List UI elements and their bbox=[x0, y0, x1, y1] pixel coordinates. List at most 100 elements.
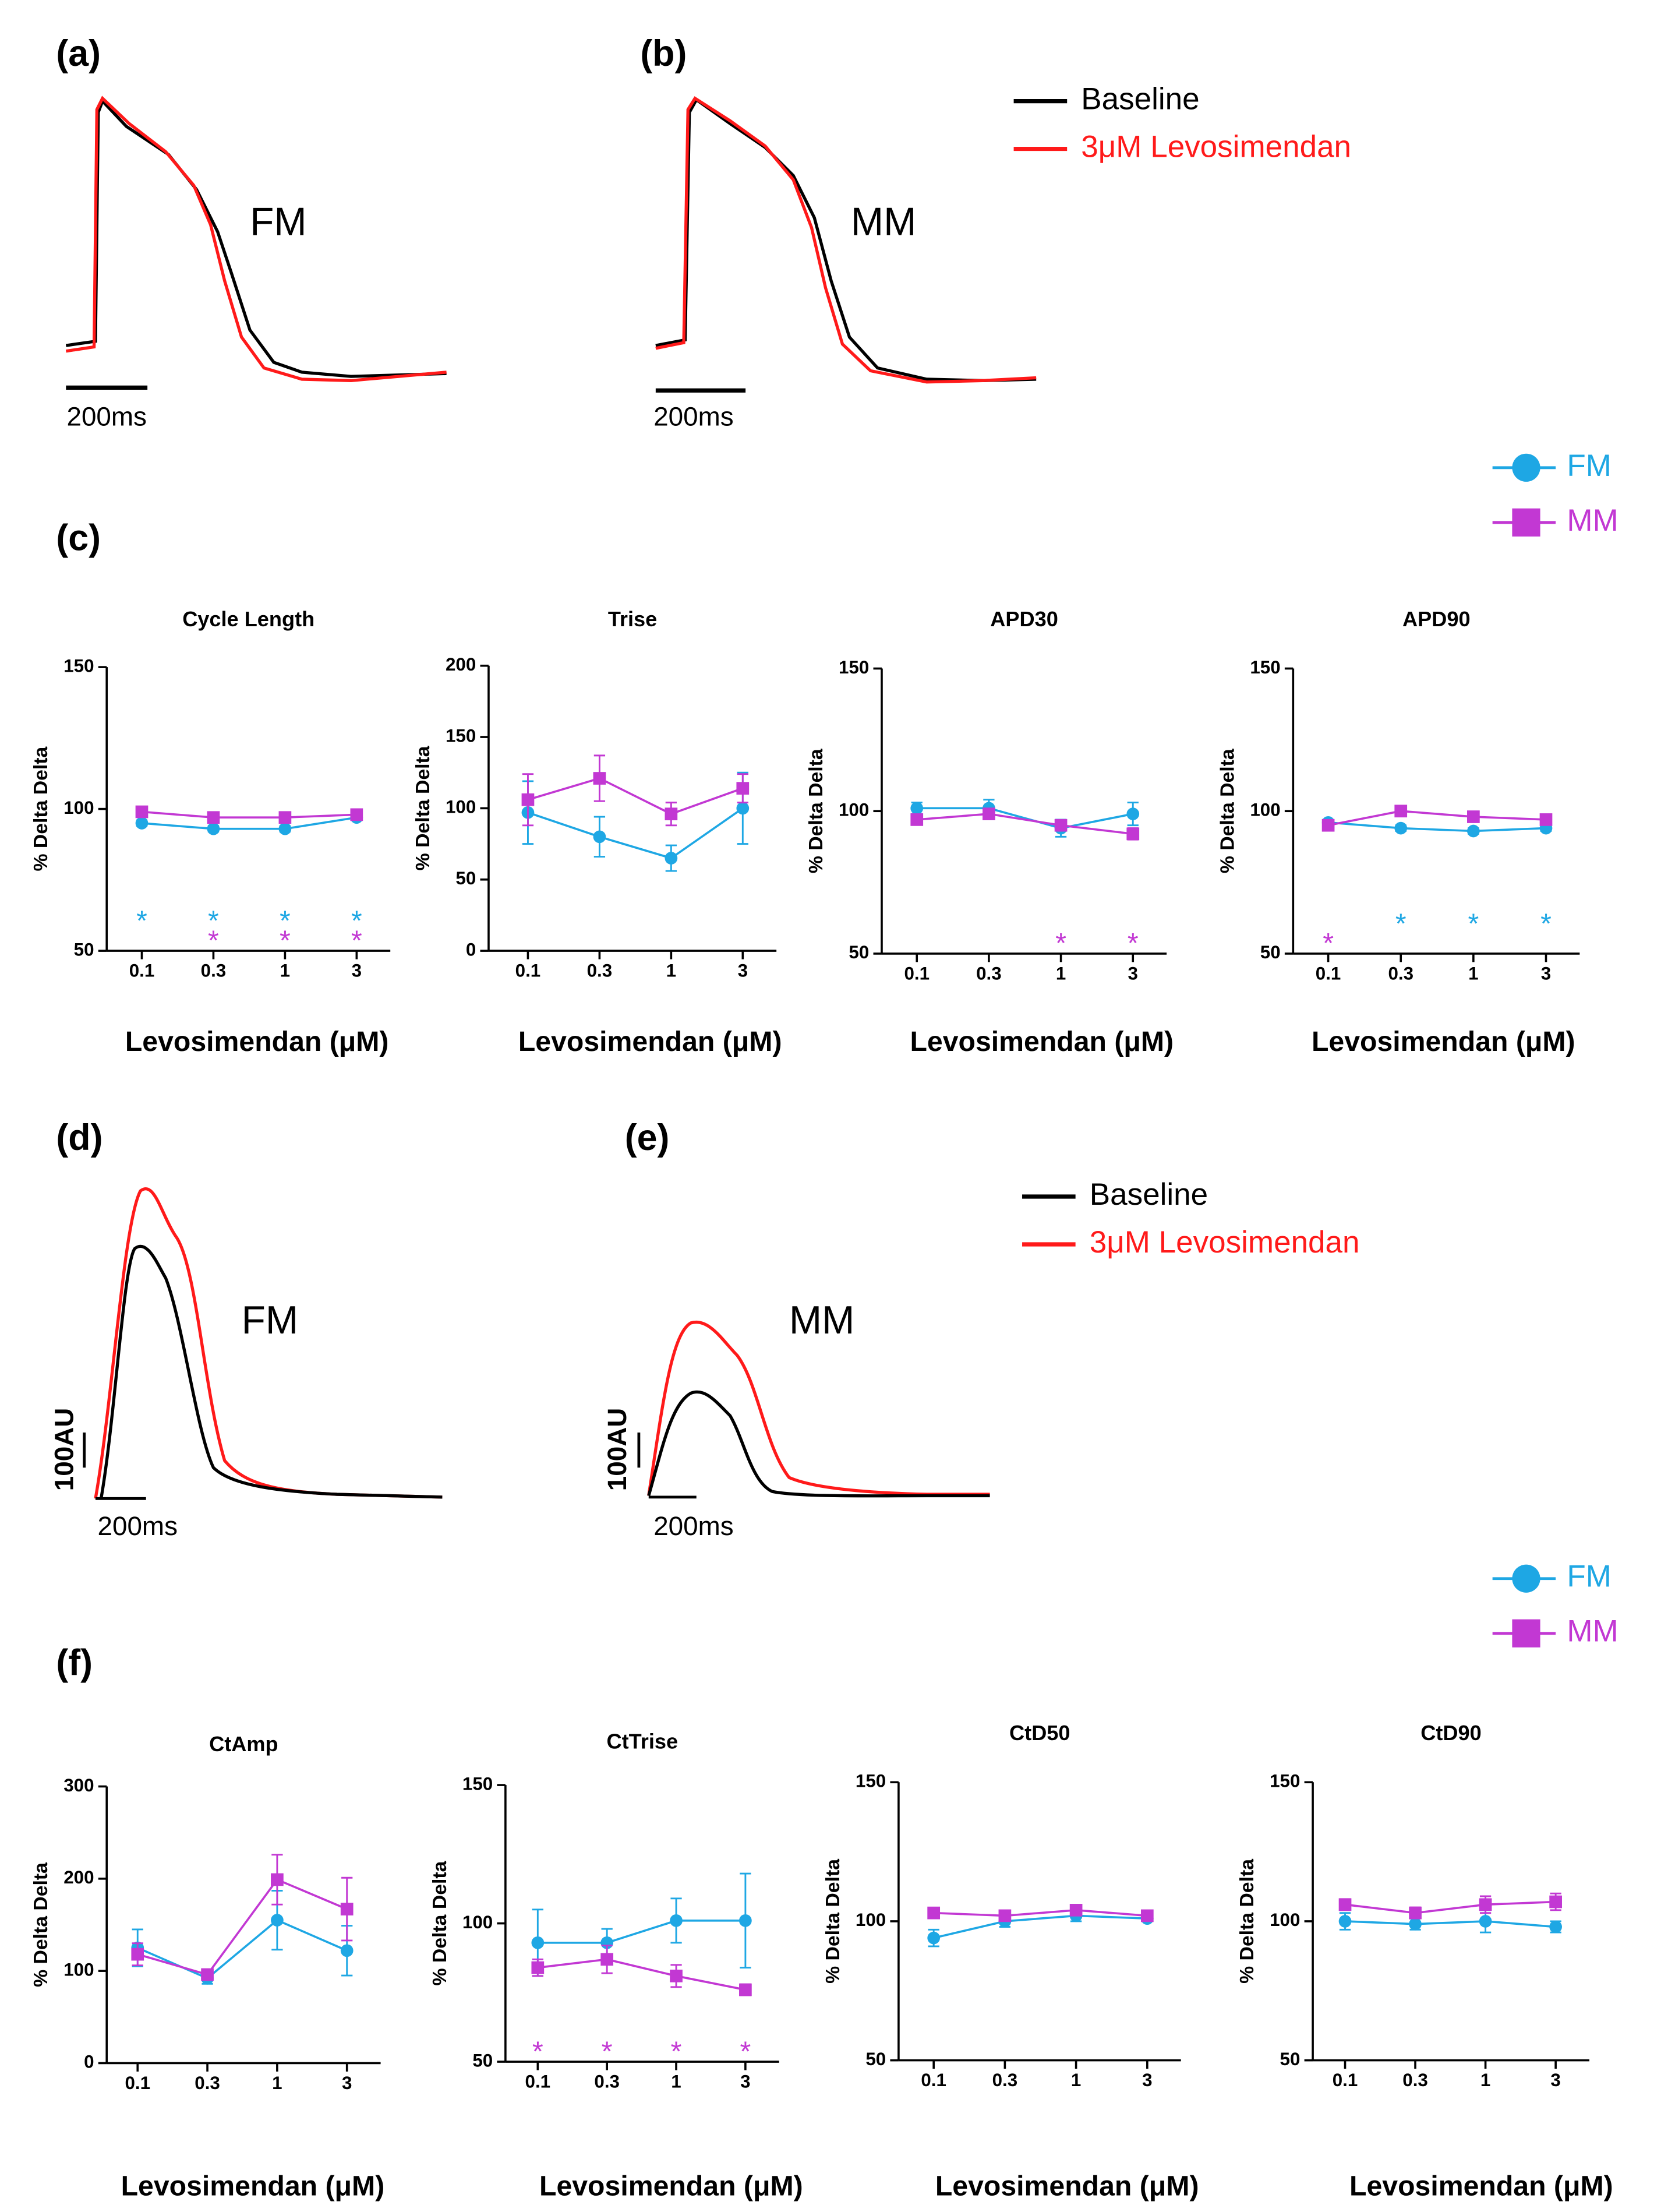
y-tick-label: 200 bbox=[446, 654, 476, 675]
legend-marker bbox=[1512, 1564, 1540, 1593]
trace bbox=[65, 96, 447, 382]
scale-label: 100AU bbox=[49, 1408, 79, 1491]
y-tick-label: 150 bbox=[63, 655, 94, 676]
y-tick-label: 150 bbox=[1250, 657, 1280, 678]
significance-mark: * bbox=[602, 2035, 613, 2067]
chart-title: Cycle Length bbox=[182, 607, 314, 631]
legend-marker bbox=[1512, 508, 1540, 537]
x-axis-label: Levosimendan (μM) bbox=[935, 2171, 1199, 2202]
y-tick-label: 300 bbox=[63, 1775, 94, 1795]
marker bbox=[736, 782, 750, 795]
y-tick-label: 150 bbox=[462, 1773, 493, 1794]
scale-label: 200ms bbox=[98, 1511, 178, 1541]
legend-label: Baseline bbox=[1081, 82, 1199, 117]
marker bbox=[1409, 1906, 1422, 1920]
marker bbox=[201, 1968, 214, 1981]
trace bbox=[655, 97, 1037, 382]
significance-mark: * bbox=[280, 905, 291, 937]
y-axis-label: % Delta Delta bbox=[1236, 1859, 1258, 1984]
marker bbox=[1539, 813, 1553, 826]
legend-label: FM bbox=[1567, 1560, 1612, 1594]
marker bbox=[665, 807, 678, 821]
significance-mark: * bbox=[1323, 927, 1334, 959]
significance-mark: * bbox=[1128, 927, 1139, 959]
marker bbox=[927, 1906, 941, 1920]
y-tick-label: 50 bbox=[455, 868, 476, 888]
y-tick-label: 100 bbox=[63, 1959, 94, 1980]
x-tick-label: 0.3 bbox=[594, 2071, 620, 2091]
series-line bbox=[934, 1909, 1147, 1917]
x-tick-label: 0.1 bbox=[125, 2073, 150, 2093]
marker bbox=[998, 1909, 1012, 1922]
series-line bbox=[1345, 1920, 1556, 1928]
x-tick-label: 3 bbox=[1128, 963, 1138, 983]
series-line bbox=[137, 1878, 348, 1976]
x-tick-label: 3 bbox=[342, 2073, 352, 2093]
marker bbox=[207, 822, 220, 835]
y-tick-label: 150 bbox=[856, 1771, 886, 1791]
significance-mark: * bbox=[671, 2035, 682, 2067]
marker bbox=[600, 1953, 614, 1966]
trace bbox=[647, 1390, 990, 1498]
x-tick-label: 0.1 bbox=[515, 961, 541, 981]
significance-mark: * bbox=[136, 905, 147, 937]
y-tick-label: 50 bbox=[849, 942, 869, 962]
series-line bbox=[137, 1918, 348, 1980]
trace bbox=[94, 1187, 443, 1499]
y-tick-label: 50 bbox=[74, 939, 94, 959]
y-axis-label: % Delta Delta bbox=[805, 749, 827, 873]
x-axis-label: Levosimendan (μM) bbox=[1312, 1026, 1575, 1057]
y-tick-label: 150 bbox=[839, 657, 869, 678]
x-tick-label: 1 bbox=[272, 2073, 282, 2093]
legend-label: 3μM Levosimendan bbox=[1081, 130, 1351, 164]
y-tick-label: 0 bbox=[466, 939, 476, 959]
series-line bbox=[917, 807, 1133, 830]
x-tick-label: 1 bbox=[1056, 963, 1066, 983]
significance-mark: * bbox=[1395, 908, 1407, 939]
series-line bbox=[142, 810, 357, 819]
panel-label: (b) bbox=[640, 33, 687, 74]
x-tick-label: 3 bbox=[1550, 2070, 1560, 2090]
series-line bbox=[142, 816, 357, 830]
y-tick-label: 100 bbox=[856, 1910, 886, 1930]
x-tick-label: 0.1 bbox=[129, 961, 155, 981]
x-axis-label: Levosimendan (μM) bbox=[518, 1026, 782, 1057]
y-axis-label: % Delta Delta bbox=[822, 1859, 844, 1984]
y-tick-label: 100 bbox=[1270, 1910, 1300, 1930]
chart-title: CtAmp bbox=[209, 1732, 278, 1756]
significance-mark: * bbox=[280, 925, 291, 956]
marker bbox=[1479, 1898, 1492, 1911]
marker bbox=[135, 805, 149, 819]
marker bbox=[665, 852, 678, 865]
significance-mark: * bbox=[740, 2035, 751, 2067]
y-tick-label: 100 bbox=[63, 798, 94, 818]
y-axis-label: % Delta Delta bbox=[1216, 749, 1238, 873]
x-tick-label: 1 bbox=[1468, 963, 1478, 983]
marker bbox=[521, 793, 535, 806]
trace-label: FM bbox=[250, 200, 306, 244]
y-tick-label: 50 bbox=[865, 2049, 886, 2069]
marker bbox=[1126, 807, 1140, 820]
trace-label: MM bbox=[851, 200, 916, 244]
legend-label: MM bbox=[1567, 1614, 1618, 1649]
chart-title: CtD50 bbox=[1009, 1721, 1070, 1745]
y-axis-label: % Delta Delta bbox=[412, 746, 434, 870]
x-tick-label: 3 bbox=[1142, 2070, 1152, 2090]
panel-label: (a) bbox=[56, 33, 101, 74]
x-tick-label: 1 bbox=[671, 2071, 681, 2091]
y-tick-label: 150 bbox=[446, 725, 476, 746]
x-tick-label: 3 bbox=[738, 961, 748, 981]
scale-bars bbox=[66, 385, 746, 1500]
y-tick-label: 50 bbox=[1280, 2049, 1301, 2069]
x-tick-label: 0.1 bbox=[921, 2070, 946, 2090]
marker bbox=[1321, 819, 1335, 832]
panel-label: (f) bbox=[56, 1643, 93, 1684]
significance-mark: * bbox=[532, 2035, 543, 2067]
series-line bbox=[527, 777, 743, 816]
y-tick-label: 100 bbox=[462, 1912, 493, 1932]
x-axis-label: Levosimendan (μM) bbox=[121, 2171, 385, 2202]
significance-mark: * bbox=[1468, 908, 1479, 939]
x-tick-label: 0.3 bbox=[976, 963, 1002, 983]
